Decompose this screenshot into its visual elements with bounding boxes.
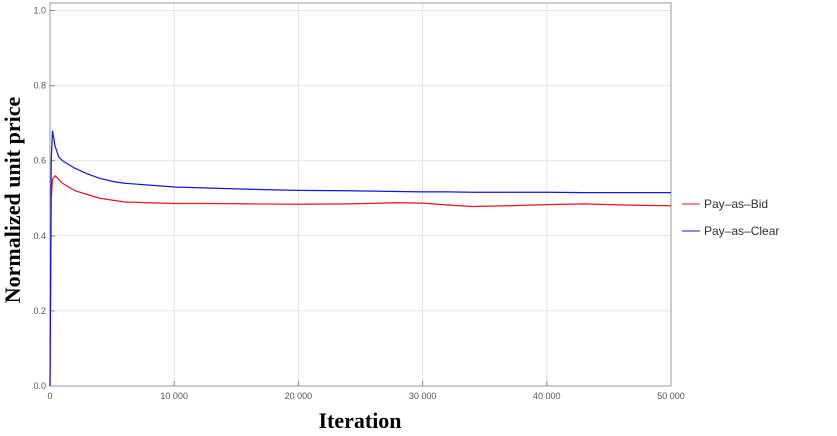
x-tick-label: 50 000 <box>657 391 685 401</box>
y-tick-label: 1.0 <box>33 6 46 16</box>
legend-label: Pay–as–Bid <box>704 197 768 211</box>
series-line <box>49 130 671 387</box>
x-tick-label: 10 000 <box>160 391 188 401</box>
y-tick-label: 0.0 <box>33 381 46 391</box>
x-tick-label: 20 000 <box>285 391 313 401</box>
y-tick-label: 0.4 <box>33 231 46 241</box>
y-axis-label: Normalized unit price <box>0 97 25 304</box>
x-tick-label: 40 000 <box>533 391 561 401</box>
plot-frame <box>49 2 672 387</box>
x-axis-label: Iteration <box>318 408 401 433</box>
y-tick-label: 0.6 <box>33 156 46 166</box>
series-line <box>49 174 672 387</box>
x-tick-label: 0 <box>47 391 52 401</box>
x-tick-label: 30 000 <box>409 391 437 401</box>
legend-label: Pay–as–Clear <box>704 224 779 238</box>
y-tick-label: 0.2 <box>33 306 46 316</box>
y-tick-label: 0.8 <box>33 81 46 91</box>
